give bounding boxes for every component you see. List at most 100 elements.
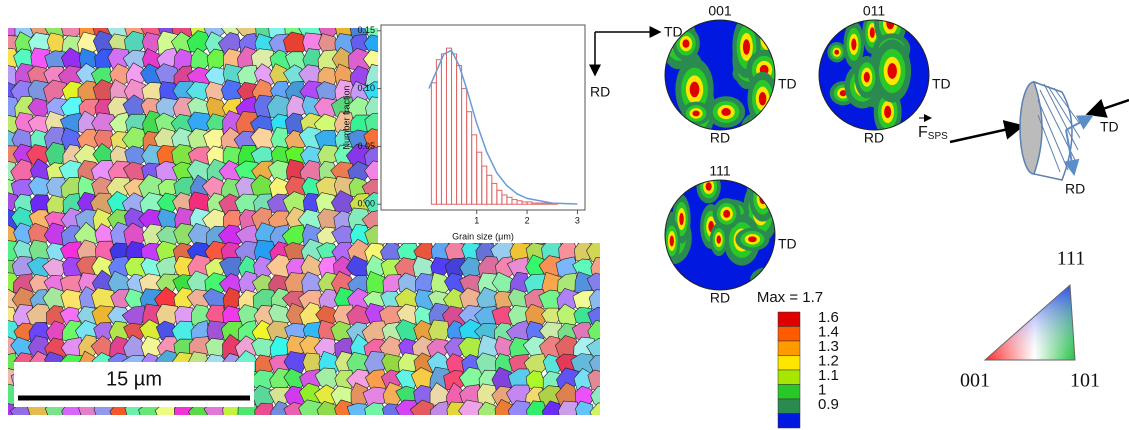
pole-figure xyxy=(665,180,775,290)
contour xyxy=(851,38,857,51)
y-tick-label: 0.15 xyxy=(357,25,375,35)
pole-label: 001 xyxy=(708,3,732,19)
colorbar-swatch xyxy=(777,340,801,356)
colorbar-swatch xyxy=(777,326,801,342)
ipf-top: 111 xyxy=(1057,248,1086,270)
colorbar: Max = 1.7 1.61.41.31.21.110.9 xyxy=(757,289,839,429)
force-symbol: F xyxy=(918,124,928,141)
grain xyxy=(507,400,533,415)
x-axis-label: Grain size (μm) xyxy=(452,231,514,241)
contour xyxy=(716,235,721,244)
y-tick-label: 0.00 xyxy=(357,199,375,209)
force-arrow xyxy=(949,120,1025,144)
contour xyxy=(705,182,712,191)
x-tick-label: 1 xyxy=(474,215,479,225)
colorbar-swatch xyxy=(777,355,801,371)
grain xyxy=(298,399,326,415)
contour xyxy=(689,81,700,98)
colorbar-label: 1.6 xyxy=(818,309,839,326)
x-tick-label: 2 xyxy=(525,215,530,225)
grain xyxy=(575,400,595,415)
pole-td: TD xyxy=(778,76,797,92)
force-label: FSPS xyxy=(918,124,948,141)
grain xyxy=(587,369,600,394)
contour xyxy=(887,63,897,79)
pole-rd: RD xyxy=(710,130,730,146)
td-label: TD xyxy=(1100,119,1119,135)
grain xyxy=(589,402,600,415)
fit-curve xyxy=(428,49,578,205)
rd-label: RD xyxy=(590,84,610,100)
grain xyxy=(542,400,564,415)
contour xyxy=(723,209,731,218)
colorbar-label: 0.9 xyxy=(818,396,839,413)
ipf-left: 001 xyxy=(960,370,990,392)
y-axis-label: Number fraction xyxy=(341,85,351,149)
force-arrow xyxy=(1085,98,1129,118)
grain xyxy=(587,306,600,327)
colorbar-label: 1 xyxy=(818,381,826,398)
pole-td: TD xyxy=(778,236,797,252)
td-label: TD xyxy=(664,24,683,40)
contour xyxy=(764,276,775,283)
pole-label: 111 xyxy=(709,163,730,179)
pole-label: 011 xyxy=(863,3,886,19)
grain xyxy=(270,400,293,415)
contour xyxy=(746,116,772,130)
x-tick-label: 3 xyxy=(575,215,580,225)
contour xyxy=(763,34,771,46)
bar xyxy=(546,203,553,205)
grain xyxy=(254,402,275,415)
grain xyxy=(588,289,600,313)
histogram: 0.00 0.05 0.10 0.15 1 2 3 Grain size (μm) Number… xyxy=(341,24,586,241)
grain xyxy=(590,385,600,409)
grain xyxy=(586,272,600,296)
contour xyxy=(669,235,674,247)
td-arrow xyxy=(1065,115,1094,131)
contour xyxy=(834,49,840,55)
pole-figure xyxy=(819,20,929,130)
colorbar-label: 1.4 xyxy=(818,323,839,340)
contour xyxy=(679,212,684,226)
y-tick-label: 0.05 xyxy=(357,141,375,151)
contour xyxy=(758,91,767,106)
rd-label: RD xyxy=(1065,181,1085,197)
grain xyxy=(586,238,600,264)
contour xyxy=(751,120,767,130)
grain xyxy=(586,337,600,358)
contour xyxy=(884,105,892,119)
colorbar-label: 1.3 xyxy=(818,338,839,355)
grain xyxy=(477,401,498,415)
contour xyxy=(741,111,775,130)
contour xyxy=(682,39,690,48)
pole-outline xyxy=(664,19,776,131)
pole-td: TD xyxy=(932,76,951,92)
pole-rd: RD xyxy=(864,130,884,146)
grain xyxy=(409,399,437,415)
hatch xyxy=(1037,83,1081,173)
grain xyxy=(526,400,548,415)
contour xyxy=(742,39,750,55)
grain xyxy=(364,402,388,415)
colorbar-swatch xyxy=(777,398,801,414)
colorbar-label: 1.1 xyxy=(818,367,839,384)
grain xyxy=(458,399,483,415)
colorbar-swatch xyxy=(777,384,801,400)
contour xyxy=(863,71,870,83)
contour xyxy=(886,20,895,30)
pole-rd: RD xyxy=(710,290,730,306)
grain xyxy=(557,400,578,415)
ipf-right: 101 xyxy=(1070,370,1100,392)
contour xyxy=(839,90,847,97)
pole-outline xyxy=(818,19,930,131)
grain xyxy=(430,401,450,415)
rd-arrow xyxy=(1063,129,1080,176)
y-tick-label: 0.10 xyxy=(357,83,375,93)
pole-figures: 001 TD RD 011 TD RD 111 TD RD xyxy=(664,3,951,306)
contour xyxy=(754,123,764,130)
plot-frame xyxy=(380,24,586,211)
colorbar-title: Max = 1.7 xyxy=(757,289,823,306)
colorbar-swatch xyxy=(777,369,801,385)
grain xyxy=(8,402,20,415)
